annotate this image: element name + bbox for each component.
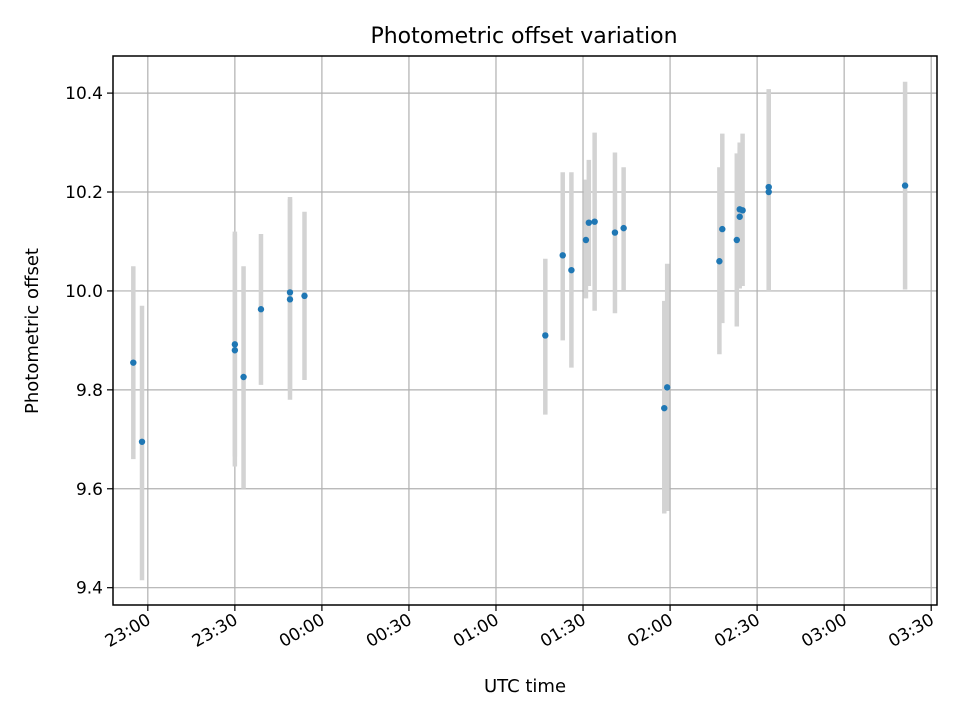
data-point (765, 188, 772, 196)
chart-title: Photometric offset variation (370, 24, 677, 49)
y-tick-label: 10.0 (65, 282, 103, 302)
data-point (591, 218, 598, 225)
data-point (559, 252, 566, 259)
data-point (661, 404, 668, 412)
data-point (257, 306, 265, 313)
data-point (286, 289, 294, 296)
data-point (582, 236, 590, 244)
data-point (240, 373, 247, 381)
data-point (611, 229, 619, 236)
data-point (733, 236, 741, 244)
y-tick-label: 9.6 (76, 480, 103, 500)
y-tick-label: 9.4 (76, 579, 103, 599)
plot-frame (112, 55, 938, 606)
data-point (620, 224, 627, 232)
data-point (130, 359, 137, 366)
data-point (901, 182, 909, 189)
data-point (568, 266, 575, 274)
data-point (719, 225, 726, 233)
x-axis-label: UTC time (484, 676, 566, 697)
data-point (765, 183, 772, 191)
y-axis-ticks: 9.4 9.6 9.8 10.0 10.2 10.4 (65, 84, 113, 599)
data-point (663, 384, 671, 391)
grid (113, 56, 937, 605)
data-point (231, 347, 239, 354)
y-tick-label: 10.4 (65, 84, 103, 104)
data-point (231, 341, 239, 348)
data-point (739, 207, 746, 214)
y-axis-label: Photometric offset (22, 248, 43, 414)
data-point (138, 438, 146, 445)
y-tick-label: 9.8 (76, 381, 103, 401)
data-point (542, 332, 549, 339)
data-points (130, 182, 909, 445)
data-point (716, 258, 723, 265)
data-point (585, 219, 593, 226)
y-tick-label: 10.2 (65, 183, 103, 203)
data-point (736, 213, 743, 220)
data-point (286, 296, 294, 303)
data-point (301, 292, 308, 300)
